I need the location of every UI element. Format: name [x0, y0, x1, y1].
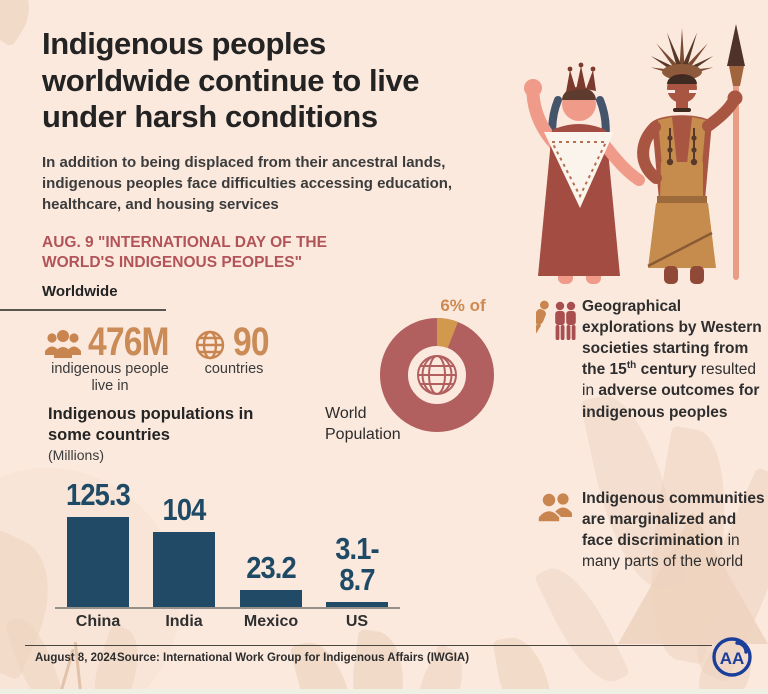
bar-value-label: 3.1-8.7	[335, 531, 379, 597]
stat-indigenous-count: 476M	[88, 320, 170, 364]
page-subtitle: In addition to being displaced from thei…	[42, 154, 453, 213]
community-icon	[537, 492, 572, 523]
bar-china	[67, 517, 129, 607]
footer-date: August 8, 2024	[35, 652, 117, 664]
anadolu-agency-logo: AA	[712, 637, 752, 677]
illustration-indigenous-people	[524, 24, 745, 284]
bar-chart: 125.3 104 23.2 3.1-8.7	[55, 470, 400, 609]
section-label: Worldwide	[42, 283, 118, 300]
explorers-icon	[536, 300, 576, 340]
bar-category-label: US	[345, 613, 369, 630]
bar-chart-title: Indigenous populations in some countries	[48, 405, 254, 445]
bar-chart-categories: China India Mexico US	[55, 613, 400, 635]
bar-value-label: 104	[162, 492, 207, 527]
illustration-man	[637, 24, 745, 284]
page-title: Indigenous peoples worldwide continue to …	[42, 26, 420, 135]
bar-category-label: China	[75, 613, 121, 630]
illustration-woman	[524, 62, 645, 284]
fact-discrimination: Indigenous communities are marginalized …	[536, 488, 768, 572]
kicker-heading: AUG. 9 "INTERNATIONAL DAY OF THE WORLD'S …	[42, 234, 327, 272]
stat-indigenous-label: indigenous people live in	[51, 361, 169, 395]
section-divider	[0, 309, 166, 311]
donut-chart	[380, 318, 494, 432]
donut-label: World Population	[325, 405, 401, 444]
bar-value-label: 125.3	[66, 477, 131, 512]
svg-text:AA: AA	[720, 649, 745, 668]
donut-annotation: 6% of	[440, 296, 486, 315]
footer-source: Source: International Work Group for Ind…	[117, 652, 470, 664]
bar-category-label: Mexico	[243, 613, 299, 630]
people-group-icon	[45, 330, 81, 358]
bar-category-label: India	[165, 613, 203, 630]
bar-us	[326, 602, 388, 607]
bar-india	[153, 532, 215, 607]
bar-chart-unit: (Millions)	[48, 447, 104, 463]
stat-countries-count: 90	[233, 320, 270, 364]
globe-icon	[195, 330, 225, 360]
globe-icon	[417, 355, 457, 395]
bottom-strip	[0, 689, 768, 694]
bar-value-label: 23.2	[246, 550, 296, 585]
fact-text: Indigenous communities are marginalized …	[582, 490, 765, 571]
fact-explorations: Geographical explorations by Western soc…	[536, 296, 768, 423]
stat-countries-label: countries	[204, 361, 264, 377]
fact-text: Geographical explorations by Western soc…	[582, 298, 762, 421]
footer-divider	[25, 645, 712, 646]
bar-mexico	[240, 590, 302, 607]
